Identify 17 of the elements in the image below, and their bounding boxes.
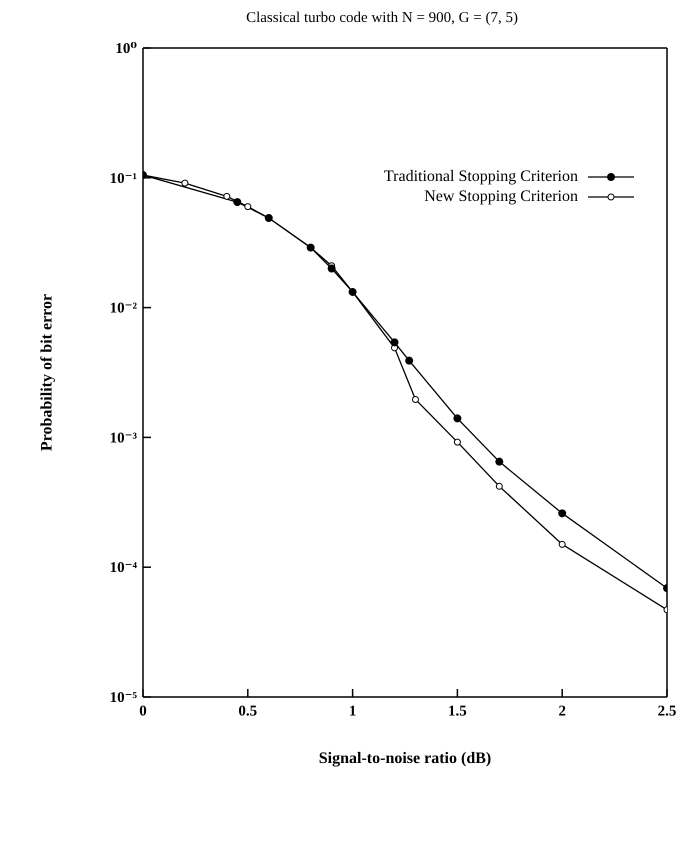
y-tick-label: 10⁻⁵ xyxy=(110,690,138,706)
legend-label: Traditional Stopping Criterion xyxy=(384,167,578,187)
y-tick-label: 10⁻¹ xyxy=(110,170,137,187)
x-tick-label: 2.5 xyxy=(658,704,676,720)
x-tick-label: 2 xyxy=(558,704,566,720)
y-axis-title: Probability of bit error xyxy=(38,294,56,452)
x-axis-title: Signal-to-noise ratio (dB) xyxy=(318,750,492,767)
legend-label: New Stopping Criterion xyxy=(424,187,578,207)
x-tick-label: 0.5 xyxy=(238,704,258,720)
y-tick-label: 10⁻³ xyxy=(110,430,138,446)
y-tick-label: 10⁻² xyxy=(110,300,138,317)
x-tick-label: 1 xyxy=(348,704,356,720)
x-tick-label: 1.5 xyxy=(448,704,467,720)
x-tick-label: 0 xyxy=(139,704,147,720)
y-tick-label: 10⁻⁴ xyxy=(110,560,138,576)
y-tick-label: 10⁰ xyxy=(115,41,138,57)
chart-title: Classical turbo code with N = 900, G = (7, 5) xyxy=(245,10,519,27)
